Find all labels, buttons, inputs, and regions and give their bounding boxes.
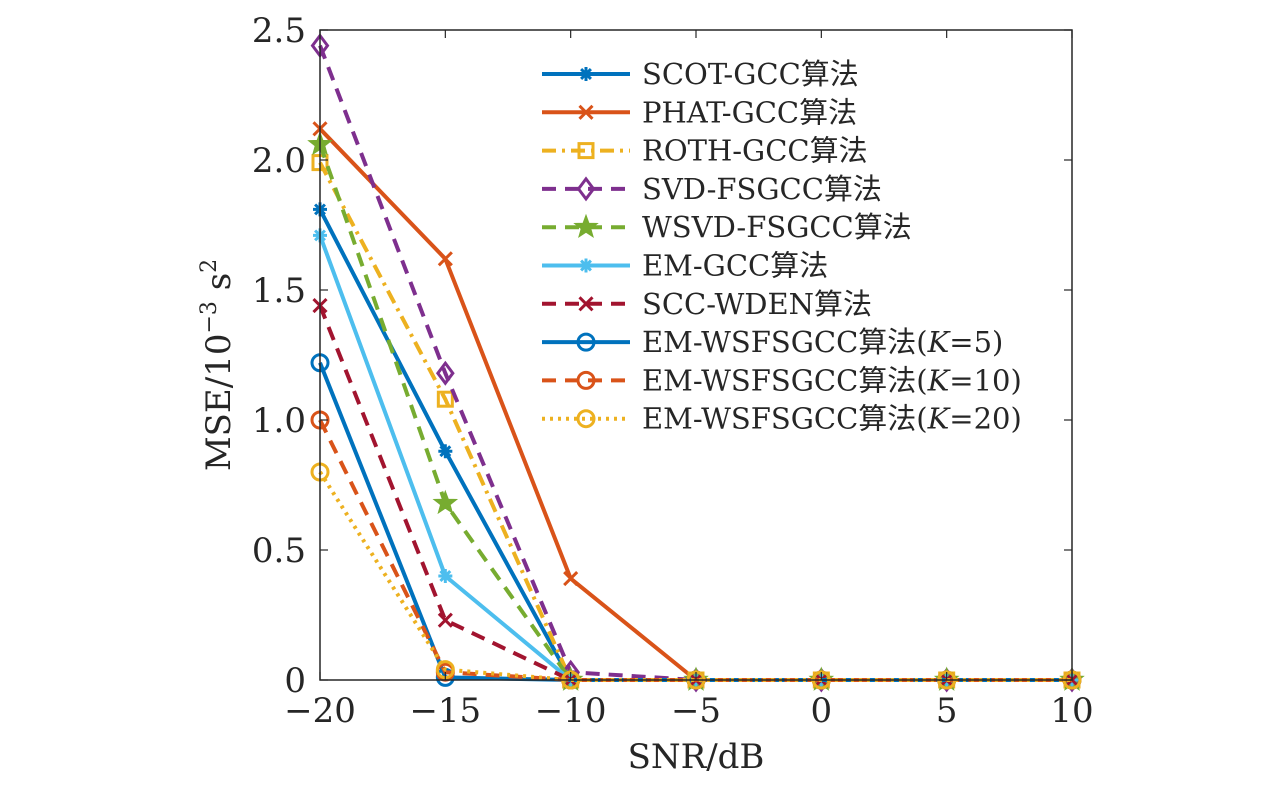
data-point [435,360,455,386]
legend-item: SCC-WDEN算法 [542,287,872,321]
legend-label-text: WSVD-FSGCC算法 [642,210,912,244]
legend-label-text: SCC-WDEN算法 [642,287,872,321]
legend-label: EM-WSFSGCC算法(K=5) [642,325,1003,359]
legend-item: WSVD-FSGCC算法 [542,210,912,244]
legend-label: SCOT-GCC算法 [642,57,859,91]
x-tick-label: −15 [409,691,481,731]
data-point [576,409,596,429]
legend-item: PHAT-GCC算法 [542,95,857,129]
y-axis-label-unit: s [199,273,239,301]
data-point [576,176,596,202]
y-axis-label-exponent: −3 [197,301,222,333]
legend-label-text: PHAT-GCC算法 [642,95,857,129]
data-point [578,104,594,120]
data-point [576,332,596,352]
y-tick-label: 1.5 [252,271,306,311]
data-point [432,489,459,515]
y-tick-label: 2.5 [252,11,306,51]
legend-item: EM-WSFSGCC算法(K=20) [542,402,1022,436]
legend-label-text: EM-WSFSGCC算法( [642,325,928,359]
x-tick-label: −5 [671,691,721,731]
legend-label-text: EM-WSFSGCC算法( [642,402,928,436]
legend-item: ROTH-GCC算法 [542,134,868,168]
x-tick-label: 10 [1050,691,1093,731]
y-tick-label: 0.5 [252,531,306,571]
x-tick-label: 5 [936,691,958,731]
data-point [438,444,453,459]
legend: SCOT-GCC算法 PHAT-GCC算法 ROTH-GCC算法 SVD-FSGCC算… [542,57,1022,436]
legend-item: SCOT-GCC算法 [542,57,859,91]
data-point [437,251,453,267]
series-line [318,470,1072,682]
legend-item: EM-GCC算法 [542,249,828,283]
legend-label: EM-WSFSGCC算法(K=20) [642,402,1022,436]
legend-label: WSVD-FSGCC算法 [642,210,912,244]
y-tick-label: 1.0 [252,401,306,441]
data-point [438,569,453,583]
x-tick-label: −20 [284,691,356,731]
series-10 [310,462,1082,690]
legend-item: EM-WSFSGCC算法(K=10) [542,363,1022,397]
data-point [579,258,593,273]
y-tick-label: 2.0 [252,141,306,181]
legend-label-text: SCOT-GCC算法 [642,57,859,91]
legend-label-italic: K [927,325,952,359]
series-line [318,304,1072,682]
x-axis-label: SNR/dB [628,737,765,777]
legend-label-italic: K [927,363,952,397]
data-point [437,612,453,628]
data-point [577,142,595,160]
series-line [318,44,1072,682]
legend-item: SVD-FSGCC算法 [542,172,882,206]
legend-label-italic: K [927,402,952,436]
legend-label-text: EM-GCC算法 [642,249,828,283]
legend-label: SCC-WDEN算法 [642,287,872,321]
legend-label: EM-WSFSGCC算法(K=10) [642,363,1022,397]
data-point [578,296,594,312]
data-point [436,390,454,408]
legend-label: ROTH-GCC算法 [642,134,868,168]
legend-label-text: ROTH-GCC算法 [642,134,868,168]
legend-label-suffix: =20) [949,402,1022,436]
y-tick-label: 0 [284,661,306,701]
legend-label-suffix: =5) [949,325,1003,359]
data-point [576,370,596,390]
legend-label-suffix: =10) [949,363,1022,397]
y-axis-label-base: MSE/10 [199,334,239,472]
y-axis-label: MSE/10−3 s2 [197,259,239,471]
legend-label-text: EM-WSFSGCC算法( [642,363,928,397]
x-tick-label: 0 [811,691,833,731]
legend-label: PHAT-GCC算法 [642,95,857,129]
ticks-layer: −20 −15 −10 −5 0 5 10 0 0.5 1.0 1.5 2.0 2.5 [252,11,1094,731]
x-tick-label: −10 [535,691,607,731]
y-axis-label-unit-exponent: 2 [197,259,222,273]
legend-item: EM-WSFSGCC算法(K=5) [542,325,1003,359]
legend-label: SVD-FSGCC算法 [642,172,882,206]
data-point [563,571,579,587]
legend-label: EM-GCC算法 [642,249,828,283]
data-point [573,213,599,239]
data-point [579,67,593,81]
legend-label-text: SVD-FSGCC算法 [642,172,882,206]
